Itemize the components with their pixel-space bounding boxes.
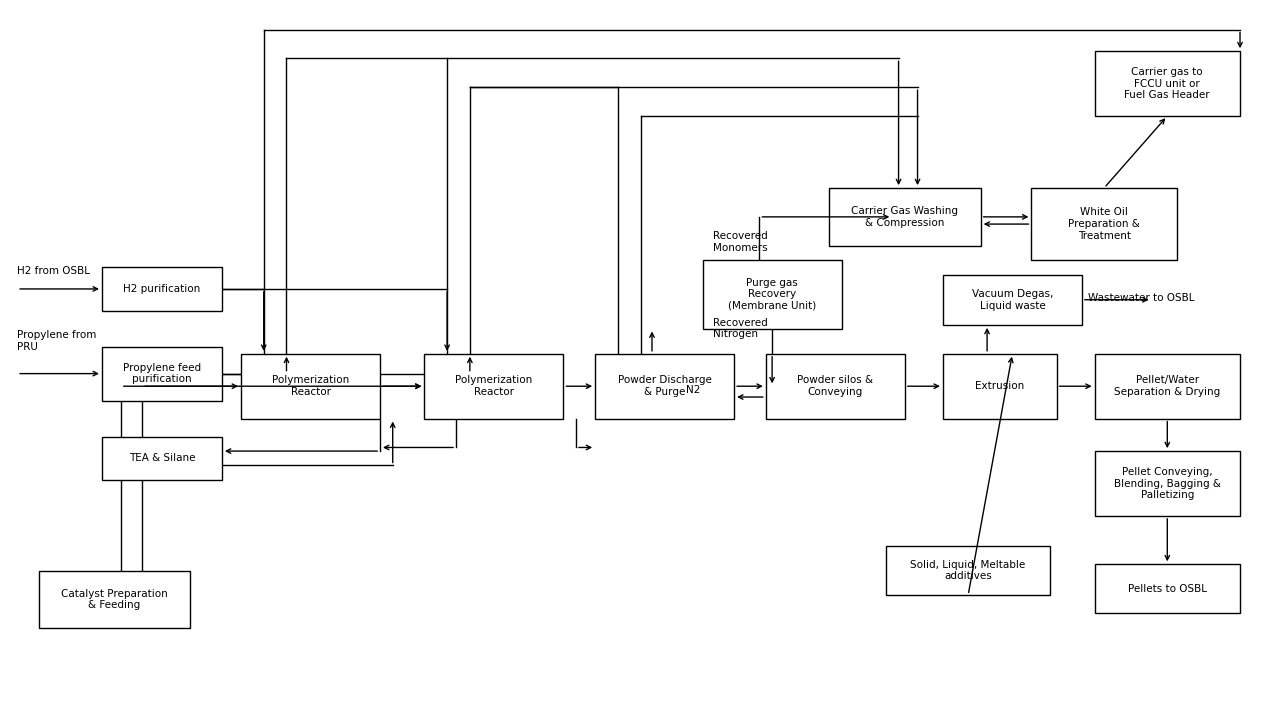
FancyBboxPatch shape — [886, 547, 1051, 595]
FancyBboxPatch shape — [101, 267, 222, 310]
Text: Solid, Liquid, Meltable
additives: Solid, Liquid, Meltable additives — [910, 560, 1025, 581]
Text: Propylene from
PRU: Propylene from PRU — [18, 330, 96, 352]
FancyBboxPatch shape — [943, 274, 1082, 325]
Text: Pellet/Water
Separation & Drying: Pellet/Water Separation & Drying — [1114, 375, 1220, 397]
FancyBboxPatch shape — [595, 354, 734, 419]
FancyBboxPatch shape — [1095, 451, 1239, 516]
Text: TEA & Silane: TEA & Silane — [129, 453, 195, 464]
FancyBboxPatch shape — [766, 354, 905, 419]
FancyBboxPatch shape — [241, 354, 380, 419]
Text: Extrusion: Extrusion — [975, 381, 1024, 391]
FancyBboxPatch shape — [1095, 354, 1239, 419]
Text: Recovered
Nitrogen: Recovered Nitrogen — [713, 318, 767, 339]
FancyBboxPatch shape — [943, 354, 1057, 419]
Text: Wastewater to OSBL: Wastewater to OSBL — [1089, 292, 1195, 303]
Text: Purge gas
Recovery
(Membrane Unit): Purge gas Recovery (Membrane Unit) — [728, 278, 817, 311]
FancyBboxPatch shape — [1095, 51, 1239, 116]
Text: Catalyst Preparation
& Feeding: Catalyst Preparation & Feeding — [61, 588, 168, 610]
Text: Powder silos &
Conveying: Powder silos & Conveying — [798, 375, 874, 397]
FancyBboxPatch shape — [829, 188, 981, 245]
Text: Powder Discharge
& Purge: Powder Discharge & Purge — [618, 375, 711, 397]
Text: N2: N2 — [686, 385, 700, 395]
Text: Polymerization
Reactor: Polymerization Reactor — [272, 375, 349, 397]
Text: Vacuum Degas,
Liquid waste: Vacuum Degas, Liquid waste — [972, 289, 1053, 310]
FancyBboxPatch shape — [1032, 188, 1177, 260]
Text: H2 from OSBL: H2 from OSBL — [18, 266, 90, 276]
Text: Pellets to OSBL: Pellets to OSBL — [1128, 583, 1206, 593]
FancyBboxPatch shape — [424, 354, 563, 419]
FancyBboxPatch shape — [1095, 564, 1239, 613]
Text: Polymerization
Reactor: Polymerization Reactor — [456, 375, 533, 397]
Text: Carrier gas to
FCCU unit or
Fuel Gas Header: Carrier gas to FCCU unit or Fuel Gas Hea… — [1124, 67, 1210, 100]
FancyBboxPatch shape — [101, 347, 222, 401]
Text: Pellet Conveying,
Blending, Bagging &
Palletizing: Pellet Conveying, Blending, Bagging & Pa… — [1114, 467, 1220, 500]
Text: Recovered
Monomers: Recovered Monomers — [713, 231, 767, 253]
FancyBboxPatch shape — [703, 260, 842, 329]
Text: Propylene feed
purification: Propylene feed purification — [123, 363, 201, 384]
FancyBboxPatch shape — [39, 571, 190, 627]
Text: H2 purification: H2 purification — [123, 284, 200, 294]
Text: White Oil
Preparation &
Treatment: White Oil Preparation & Treatment — [1069, 207, 1139, 240]
FancyBboxPatch shape — [101, 437, 222, 480]
Text: Carrier Gas Washing
& Compression: Carrier Gas Washing & Compression — [852, 206, 958, 227]
